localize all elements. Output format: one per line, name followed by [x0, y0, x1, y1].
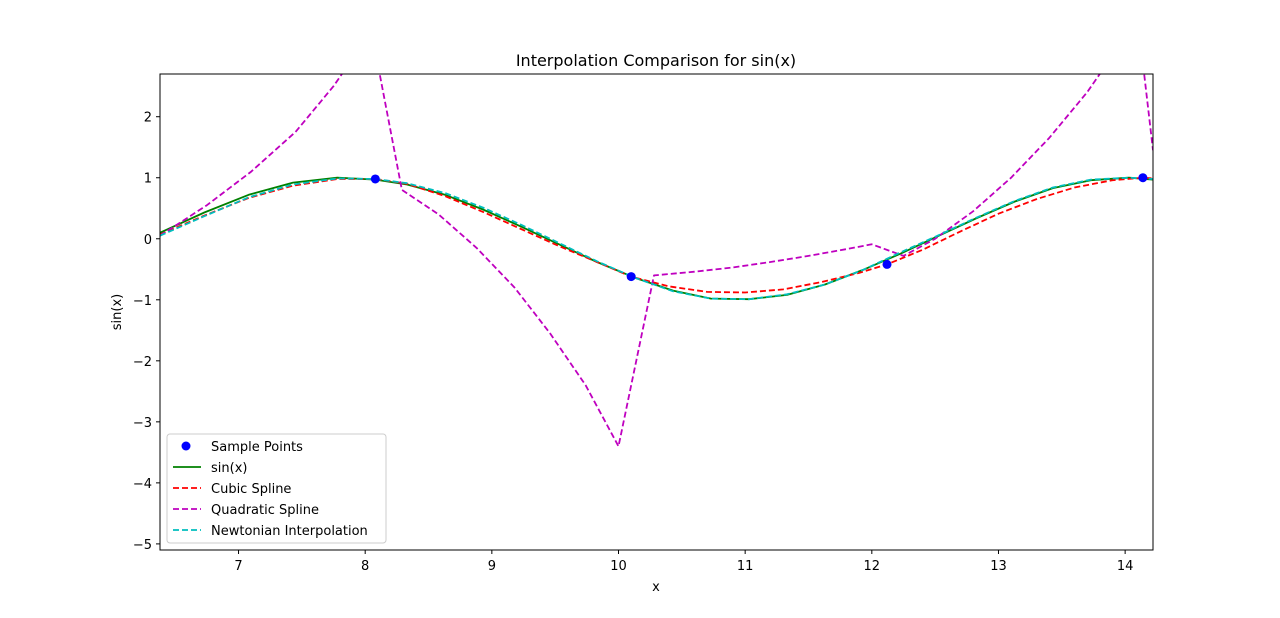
- legend-box: [166, 433, 387, 544]
- sample-point: [626, 272, 636, 282]
- y-tick-label: −3: [133, 416, 152, 431]
- x-tick-label: 14: [1117, 559, 1134, 574]
- x-axis: 7 8 9 10 11 12 13 14: [234, 550, 1133, 574]
- legend-label: Quadratic Spline: [211, 503, 319, 518]
- plot-frame: [159, 73, 1154, 551]
- legend-label: Cubic Spline: [211, 482, 291, 497]
- y-axis-label: sin(x): [110, 294, 125, 330]
- sample-point: [882, 259, 892, 269]
- x-tick-label: 7: [234, 559, 242, 574]
- chart-title: Interpolation Comparison for sin(x): [516, 51, 796, 70]
- y-tick-label: 0: [144, 233, 152, 248]
- legend-label: Newtonian Interpolation: [211, 524, 368, 539]
- y-tick-label: −5: [133, 538, 152, 553]
- y-tick-label: 2: [144, 111, 152, 126]
- sample-points-layer: [370, 173, 1148, 282]
- x-tick-label: 13: [990, 559, 1007, 574]
- legend-marker: [181, 441, 191, 451]
- y-tick-label: 1: [144, 172, 152, 187]
- series-line-cubic-spline: [160, 176, 1153, 294]
- legend-label: sin(x): [211, 461, 247, 476]
- x-tick-label: 9: [488, 559, 496, 574]
- x-tick-label: 8: [361, 559, 369, 574]
- x-tick-label: 10: [610, 559, 627, 574]
- series-line-quadratic-spline: [160, 74, 1153, 448]
- y-tick-label: −2: [133, 355, 152, 370]
- x-tick-label: 11: [737, 559, 754, 574]
- series-line-sin-x: [160, 176, 1153, 301]
- sample-point: [370, 174, 380, 184]
- y-axis: 2 1 0 −1 −2 −3 −4 −5: [133, 111, 160, 553]
- x-tick-label: 12: [864, 559, 881, 574]
- legend-label: Sample Points: [211, 440, 303, 455]
- x-axis-label: x: [652, 580, 660, 595]
- series-line-newtonian-interpolation: [160, 176, 1153, 301]
- sample-point: [1138, 173, 1148, 183]
- legend: Sample Points sin(x) Cubic Spline Quadratic…: [166, 433, 387, 544]
- series-layer: [160, 74, 1153, 448]
- y-tick-label: −4: [133, 477, 152, 492]
- y-tick-label: −1: [133, 294, 152, 309]
